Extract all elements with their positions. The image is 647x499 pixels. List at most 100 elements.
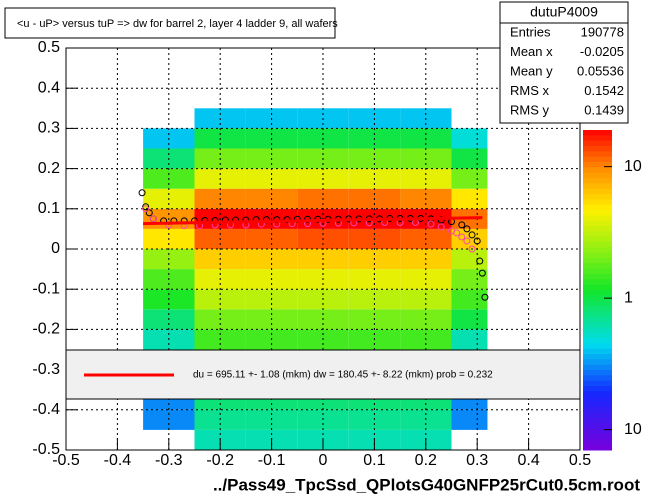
x-tick-label: 0 (319, 452, 328, 469)
y-tick-label: -0.5 (32, 441, 60, 458)
stats-label: Entries (510, 24, 551, 39)
profile-point (458, 221, 466, 229)
heatmap-cell (451, 409, 488, 430)
profile-point (437, 223, 445, 231)
colorbar-segment (583, 215, 612, 222)
x-tick-label: -0.2 (206, 452, 234, 469)
profile-point (478, 269, 486, 277)
profile-point (145, 209, 153, 217)
profile-point (463, 225, 471, 233)
x-tick-label: -0.3 (155, 452, 183, 469)
colorbar-segment (583, 407, 612, 414)
colorbar-segment (583, 252, 612, 259)
colorbar-segment (583, 130, 612, 136)
x-axis-label: ../Pass49_TpcSsd_QPlotsG40GNFP25rCut0.5c… (213, 475, 640, 494)
colorbar-segment (583, 231, 612, 238)
colorbar-segment (583, 338, 612, 344)
colorbar-segment (583, 172, 612, 179)
colorbar-segment (583, 375, 612, 382)
colorbar-segment (583, 194, 612, 200)
x-tick-label: 0.3 (466, 452, 488, 469)
colorbar-segment (583, 135, 612, 142)
plot-frame (65, 47, 581, 451)
colorbar-segment (583, 380, 612, 387)
fit-line (143, 216, 483, 226)
y-tick-label: -0.4 (32, 401, 60, 418)
colorbar-segment (583, 140, 612, 147)
chart-title: <u - uP> versus tuP => dw for barrel 2, … (17, 18, 338, 30)
y-tick-label: 0.1 (38, 200, 60, 217)
colorbar-segment (583, 412, 612, 419)
heatmap-cell (451, 289, 488, 310)
z-tick-label: 1 (624, 289, 633, 306)
colorbar-segment (583, 258, 612, 264)
colorbar-segment (583, 274, 612, 280)
colorbar-segment (583, 348, 612, 355)
y-tick-label: 0.2 (38, 160, 60, 177)
colorbar-segment (583, 156, 612, 163)
profile-point (427, 220, 435, 228)
x-tick-label: -0.1 (258, 452, 286, 469)
colorbar-segment (583, 188, 612, 195)
colorbar-segment (583, 332, 612, 339)
colorbar-segment (583, 204, 612, 211)
colorbar-segment (583, 236, 612, 243)
y-tick-label: 0.3 (38, 120, 60, 137)
colorbar-segment (583, 343, 612, 350)
colorbar-segment (583, 423, 612, 430)
colorbar-segment (583, 162, 612, 168)
stats-value: 0.1542 (584, 83, 624, 98)
colorbar-segment (583, 242, 612, 248)
colorbar-segment (583, 290, 612, 296)
colorbar-segment (583, 434, 612, 440)
colorbar-segment (583, 386, 612, 392)
heatmap-cell (451, 269, 488, 290)
colorbar-segment (583, 327, 612, 334)
colorbar-segment (583, 364, 612, 371)
colorbar-segment (583, 295, 612, 302)
stats-value: 0.1439 (584, 102, 624, 117)
colorbar-segment (583, 402, 612, 408)
x-tick-label: 0.5 (569, 452, 591, 469)
profile-point (142, 205, 150, 213)
colorbar-segment (583, 439, 612, 446)
colorbar-segment (583, 146, 612, 152)
y-tick-label: -0.2 (32, 321, 60, 338)
x-tick-label: -0.4 (104, 452, 132, 469)
colorbar-segment (583, 396, 612, 403)
heatmap-cell (451, 309, 488, 330)
colorbar-segment (583, 183, 612, 190)
colorbar-segment (583, 322, 612, 328)
colorbar-segment (583, 354, 612, 360)
colorbar-segment (583, 444, 612, 451)
x-tick-label: 0.1 (363, 452, 385, 469)
profile-point (481, 293, 489, 301)
profile-point (476, 257, 484, 265)
colorbar-segment (583, 284, 612, 291)
colorbar-segment (583, 268, 612, 275)
colorbar-segment (583, 220, 612, 227)
colorbar-segment (583, 178, 612, 184)
stats-label: Mean y (510, 63, 553, 78)
colorbar-segment (583, 263, 612, 270)
profile-point (468, 245, 476, 253)
profile-point (463, 237, 471, 245)
stats-value: 0.05536 (577, 63, 624, 78)
heatmap-cell (451, 329, 488, 350)
colorbar-segment (583, 316, 612, 323)
heatmap-cell (451, 188, 488, 209)
title-box (4, 7, 336, 39)
x-tick-label: -0.5 (52, 452, 80, 469)
colorbar-segment (583, 418, 612, 424)
colorbar-segment (583, 210, 612, 216)
stats-box (499, 1, 629, 124)
colorbar-segment (583, 359, 612, 366)
colorbar-segment (583, 370, 612, 376)
y-tick-label: -0.3 (32, 361, 60, 378)
colorbar-segment (583, 199, 612, 206)
stats-label: RMS y (510, 102, 550, 117)
colorbar-segment (583, 391, 612, 398)
y-tick-label: -0.1 (32, 280, 60, 297)
legend-text: du = 695.11 +- 1.08 (mkm) dw = 180.45 +-… (193, 370, 493, 381)
heatmap-cell (451, 148, 488, 169)
